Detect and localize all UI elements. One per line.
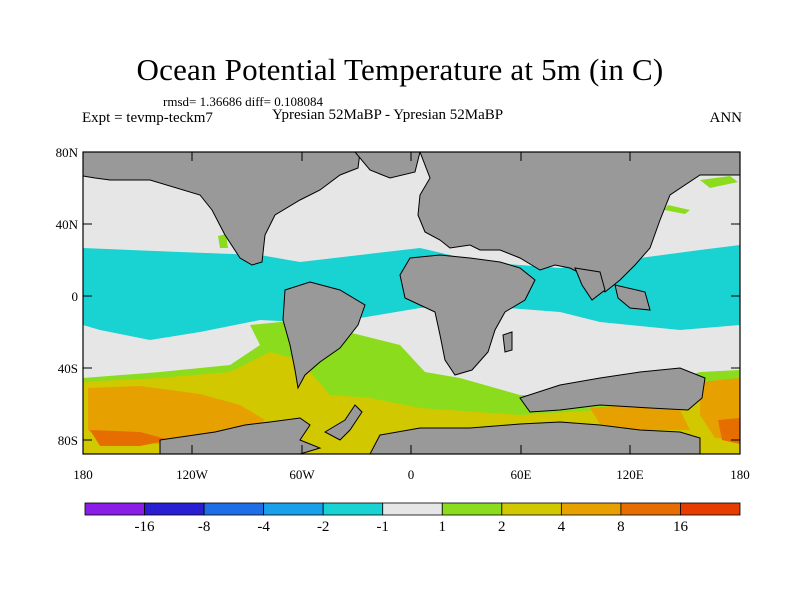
comparison-label: Ypresian 52MaBP - Ypresian 52MaBP: [272, 107, 504, 123]
colorbar-tick-label: 1: [438, 519, 447, 535]
colorbar-swatch: [382, 502, 443, 516]
colorbar-tick-label: 4: [557, 519, 566, 535]
south-america-land: [282, 281, 366, 390]
x-tick-label: 120E: [616, 467, 644, 482]
y-tick-label: 40S: [57, 361, 78, 376]
colorbar-tick-label: -2: [316, 519, 330, 535]
north-green-patch-3: [218, 234, 228, 248]
x-tick-label: 120W: [176, 467, 208, 482]
season-label: ANN: [709, 110, 743, 126]
dark-orange-spot-east: [718, 418, 740, 444]
colorbar-swatch: [441, 502, 503, 516]
colorbar-tick-label: -8: [197, 519, 211, 535]
landmasses: [83, 152, 740, 454]
antarctic-peninsula-land: [323, 404, 363, 441]
eurasia-land: [417, 152, 740, 293]
page-title: Ocean Potential Temperature at 5m (in C): [136, 52, 664, 87]
north-green-patch-1: [700, 176, 738, 188]
colorbar-swatch: [322, 502, 384, 516]
y-tick-label: 80N: [55, 145, 78, 160]
north-america-land: [83, 152, 361, 266]
map-field: [83, 152, 740, 454]
x-tick-label: 180: [73, 467, 93, 482]
antarctic-land-east: [369, 421, 701, 454]
india-land: [574, 267, 606, 301]
y-tick-label: 0: [71, 289, 79, 304]
colorbar-tick-label: 8: [617, 519, 625, 535]
colorbar-tick-label: 2: [498, 519, 506, 535]
colorbar-swatch: [263, 502, 324, 516]
africa-land: [399, 254, 536, 376]
colorbar: [84, 502, 741, 516]
australia-land: [519, 367, 706, 413]
x-tick-label: 0: [407, 467, 415, 482]
colorbar-tick-label: -4: [257, 519, 270, 535]
x-tick-label: 180: [730, 467, 750, 482]
southeast-asia-land: [614, 284, 651, 311]
dark-orange-spot-west: [90, 430, 170, 446]
colorbar-tick-label: 16: [673, 519, 688, 535]
antarctic-land-west: [159, 417, 322, 454]
axis-ticks: [83, 151, 740, 454]
colorbar-tick-label: -16: [134, 519, 155, 535]
colorbar-tick-label: -1: [376, 519, 389, 535]
colorbar-swatch: [680, 502, 741, 516]
colorbar-swatch: [501, 502, 562, 516]
colorbar-swatch: [144, 502, 205, 516]
x-tick-label: 60E: [510, 467, 532, 482]
madagascar-land: [502, 331, 513, 353]
x-tick-label: 60W: [289, 467, 315, 482]
colorbar-swatch: [203, 502, 265, 516]
y-tick-label: 40N: [55, 217, 78, 232]
stats-line: rmsd= 1.36686 diff= 0.108084: [163, 94, 323, 109]
north-green-patch-2: [664, 205, 690, 214]
y-tick-label: 80S: [57, 433, 78, 448]
southwest-orange-region: [88, 386, 265, 444]
colorbar-swatch: [84, 502, 145, 516]
colorbar-swatch: [560, 502, 622, 516]
south-orange-strip: [590, 404, 690, 430]
experiment-label: Expt = tevmp-teckm7: [82, 110, 213, 126]
greenland-land: [354, 152, 421, 179]
colorbar-swatch: [620, 502, 681, 516]
